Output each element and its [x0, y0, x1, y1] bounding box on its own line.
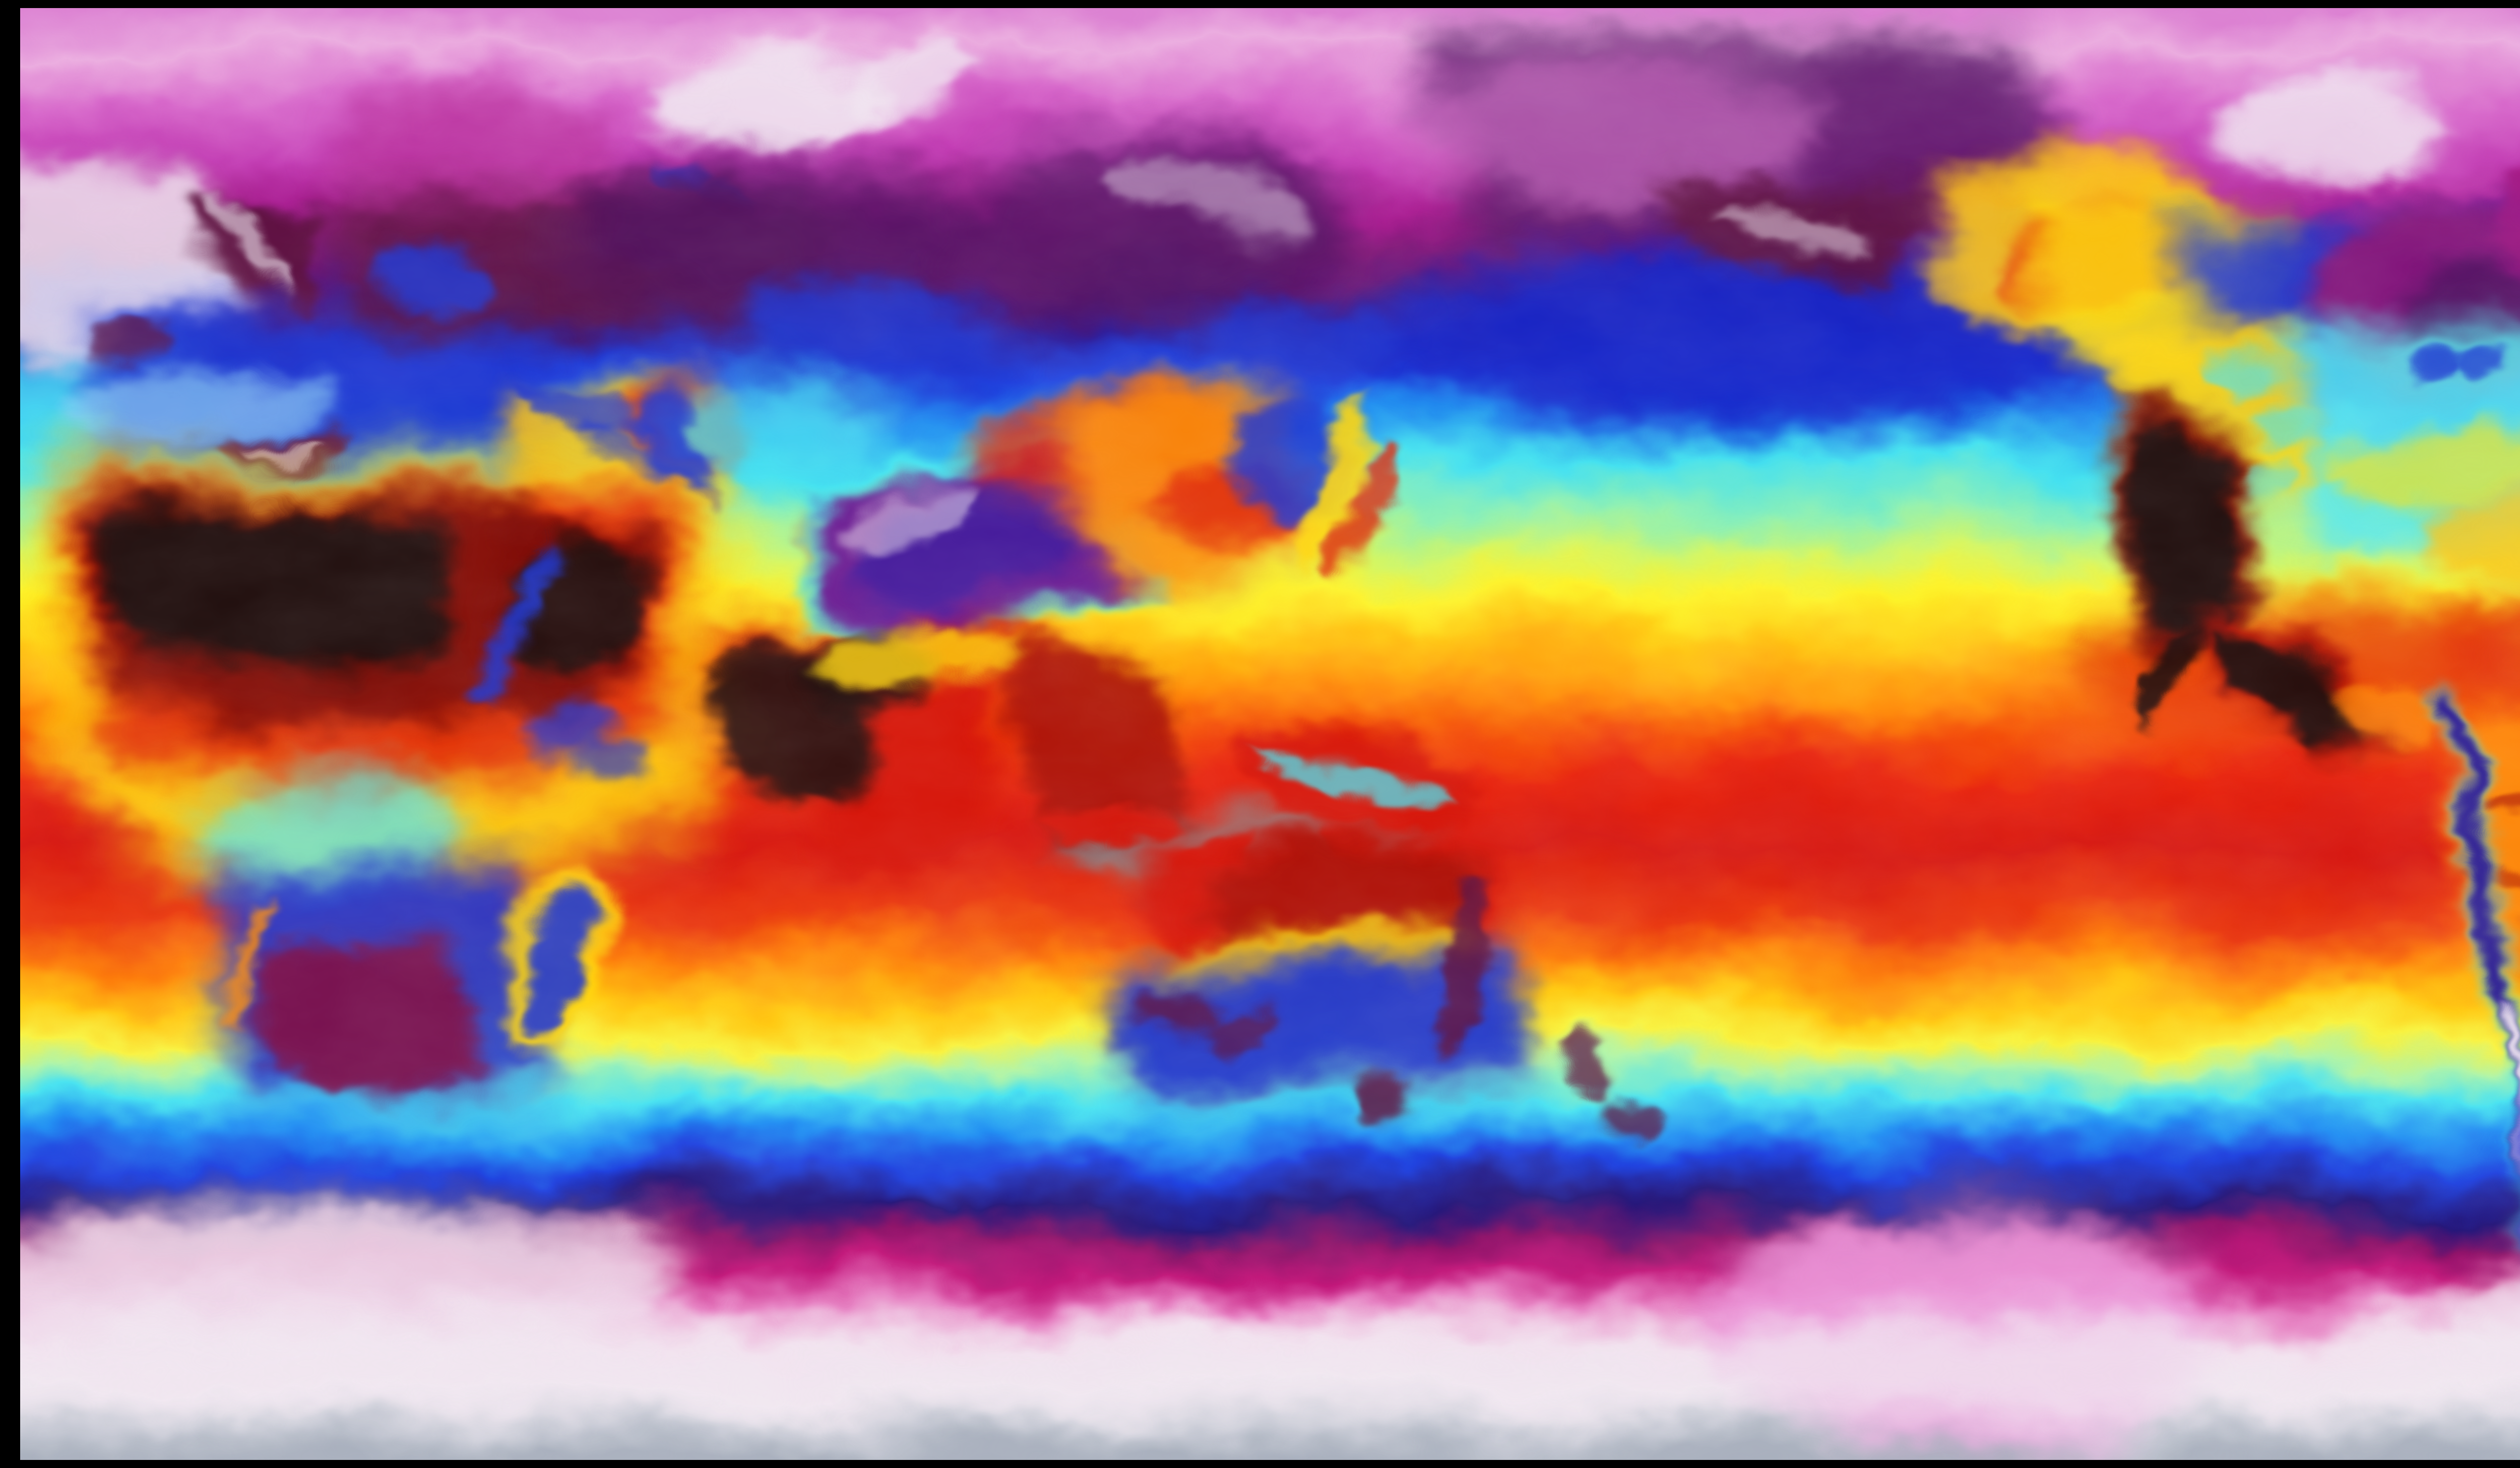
world-map-svg: [20, 8, 2520, 1460]
global-temperature-map: [20, 8, 2520, 1460]
cloud-texture-overlay: [20, 8, 2520, 1460]
